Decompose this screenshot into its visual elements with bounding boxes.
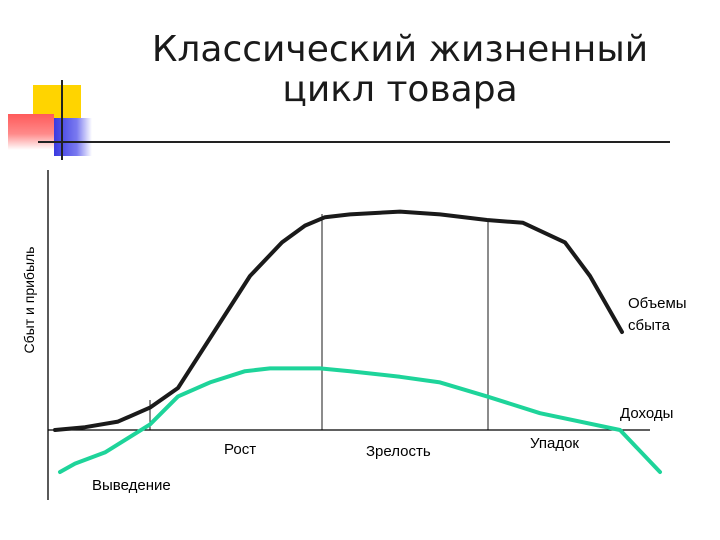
sales-volume-curve <box>53 209 624 432</box>
title-underline-rule <box>38 141 670 143</box>
page-title: Классический жизненный цикл товара <box>110 30 690 110</box>
legend-sales-line-1: Объемы <box>628 295 687 312</box>
y-axis-label: Сбыт и прибыль <box>21 247 37 354</box>
legend-sales-line-2: сбыта <box>628 317 671 334</box>
decorative-blue-square <box>54 118 92 156</box>
chart-axes <box>47 170 650 500</box>
profit-curve <box>58 366 662 474</box>
stage-label-introduction: Выведение <box>92 477 171 494</box>
stage-label-maturity: Зрелость <box>366 443 431 460</box>
legend-profit: Доходы <box>620 405 673 422</box>
decorative-vertical-rule <box>61 80 63 160</box>
stage-label-growth: Рост <box>224 441 256 458</box>
chart-curves <box>53 209 662 474</box>
decorative-red-square <box>8 114 54 150</box>
title-line-1: Классический жизненный <box>151 29 649 70</box>
stage-dividers <box>149 214 489 430</box>
stage-label-decline: Упадок <box>530 435 579 452</box>
title-line-2: цикл товара <box>282 69 518 110</box>
